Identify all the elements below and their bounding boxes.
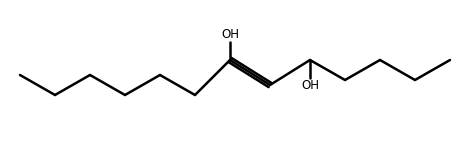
Text: OH: OH — [301, 79, 319, 92]
Text: OH: OH — [221, 28, 239, 41]
